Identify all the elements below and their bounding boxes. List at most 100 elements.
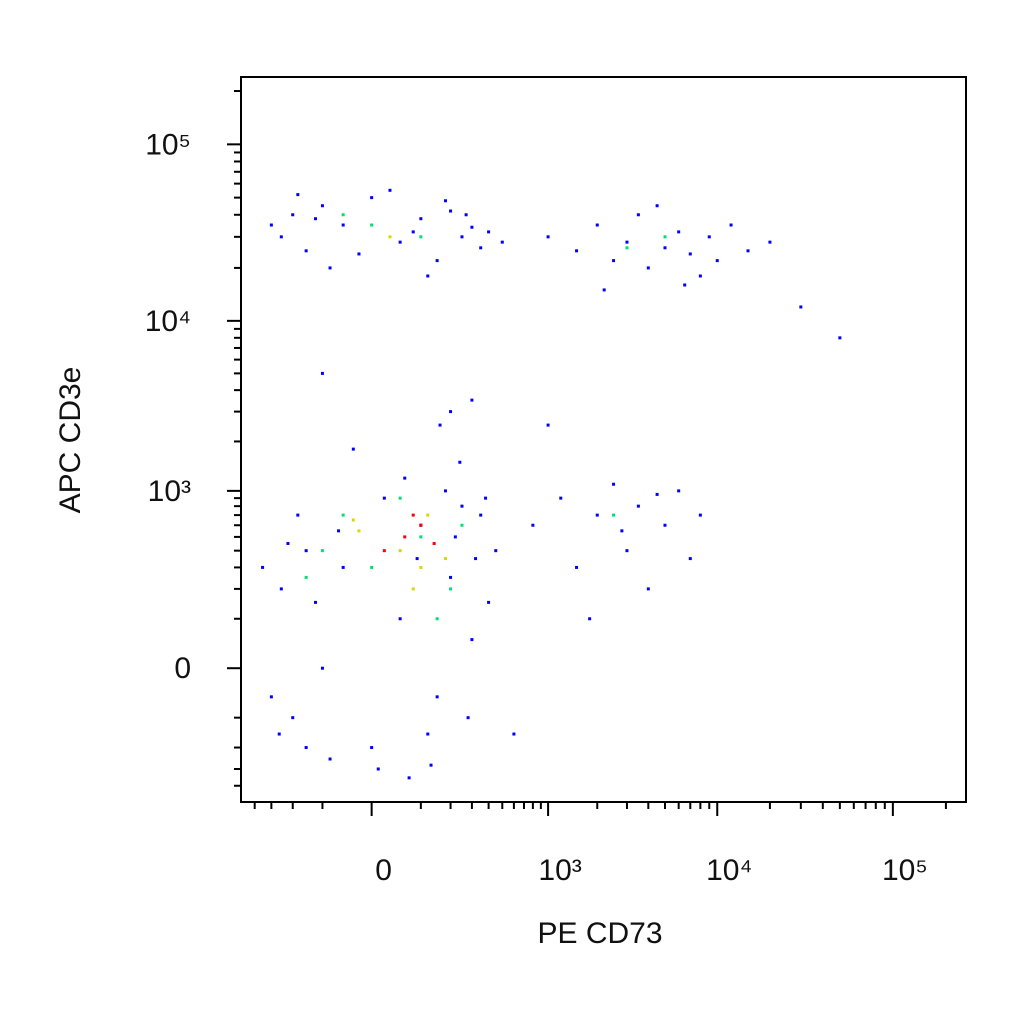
data-point xyxy=(625,246,629,250)
data-point xyxy=(279,587,283,591)
data-point xyxy=(625,549,629,553)
data-point xyxy=(398,617,402,621)
data-point xyxy=(388,235,392,239)
data-point xyxy=(411,513,415,517)
data-point xyxy=(443,199,447,203)
data-point xyxy=(449,575,453,579)
data-point xyxy=(435,695,439,699)
data-point xyxy=(602,288,606,292)
y-axis-label: APC CD3e xyxy=(54,367,87,514)
data-point xyxy=(575,249,579,253)
data-point xyxy=(683,283,687,287)
data-point xyxy=(559,496,563,500)
data-point xyxy=(729,223,733,227)
data-point xyxy=(370,746,374,750)
data-point xyxy=(688,252,692,256)
data-point xyxy=(320,666,324,670)
data-point xyxy=(479,513,483,517)
data-point xyxy=(655,492,659,496)
data-point xyxy=(466,716,470,720)
data-point xyxy=(636,504,640,508)
x-tick-label: 10⁵ xyxy=(882,854,928,887)
data-point xyxy=(677,489,681,493)
data-point xyxy=(494,549,498,553)
data-point xyxy=(655,204,659,208)
data-point xyxy=(838,336,842,340)
data-point xyxy=(341,565,345,569)
data-point xyxy=(357,529,361,533)
data-point xyxy=(328,266,332,270)
data-point xyxy=(677,230,681,234)
data-point xyxy=(261,565,265,569)
data-point xyxy=(799,305,803,309)
data-point xyxy=(443,557,447,561)
data-point xyxy=(419,565,423,569)
data-point xyxy=(636,213,640,217)
data-point xyxy=(698,513,702,517)
data-point xyxy=(286,541,290,545)
data-point xyxy=(470,398,474,402)
data-point xyxy=(715,259,719,263)
data-point xyxy=(595,513,599,517)
data-point xyxy=(698,274,702,278)
data-point xyxy=(588,617,592,621)
data-point xyxy=(768,240,772,244)
data-point xyxy=(484,496,488,500)
data-point xyxy=(320,204,324,208)
data-point xyxy=(426,274,430,278)
data-point xyxy=(269,223,273,227)
data-point xyxy=(512,732,516,736)
data-point xyxy=(398,496,402,500)
x-tick-label: 10⁴ xyxy=(706,854,752,887)
data-point xyxy=(291,716,295,720)
y-tick-label: 10⁵ xyxy=(145,128,191,161)
data-point xyxy=(460,523,464,527)
data-point xyxy=(314,600,318,604)
data-point xyxy=(357,252,361,256)
data-point xyxy=(403,535,407,539)
data-point xyxy=(460,504,464,508)
data-point xyxy=(546,235,550,239)
data-point xyxy=(411,230,415,234)
data-point xyxy=(370,223,374,227)
data-point xyxy=(341,213,345,217)
data-point xyxy=(620,529,624,533)
data-point xyxy=(304,575,308,579)
data-point xyxy=(398,549,402,553)
data-point xyxy=(646,587,650,591)
data-point xyxy=(341,513,345,517)
data-point xyxy=(663,246,667,250)
data-point xyxy=(304,746,308,750)
data-point xyxy=(376,767,380,771)
data-point xyxy=(351,518,355,522)
data-point xyxy=(407,776,411,780)
data-point xyxy=(707,235,711,239)
data-point xyxy=(291,213,295,217)
data-point xyxy=(487,230,491,234)
data-point xyxy=(341,223,345,227)
data-point xyxy=(304,249,308,253)
data-point xyxy=(435,259,439,263)
data-point xyxy=(314,217,318,221)
data-point xyxy=(419,235,423,239)
data-point xyxy=(370,565,374,569)
data-point xyxy=(277,732,281,736)
data-point xyxy=(426,732,430,736)
data-point xyxy=(449,587,453,591)
data-point xyxy=(388,188,392,192)
data-point xyxy=(470,638,474,642)
data-point xyxy=(449,209,453,213)
y-tick-label: 10⁴ xyxy=(145,305,191,338)
data-point xyxy=(449,410,453,414)
data-point xyxy=(479,246,483,250)
data-point xyxy=(612,513,616,517)
data-point xyxy=(403,476,407,480)
data-point xyxy=(328,757,332,761)
x-tick-label: 0 xyxy=(375,854,392,887)
data-point xyxy=(546,423,550,427)
data-point xyxy=(487,600,491,604)
data-point xyxy=(443,489,447,493)
data-point xyxy=(269,695,273,699)
data-point xyxy=(429,763,433,767)
